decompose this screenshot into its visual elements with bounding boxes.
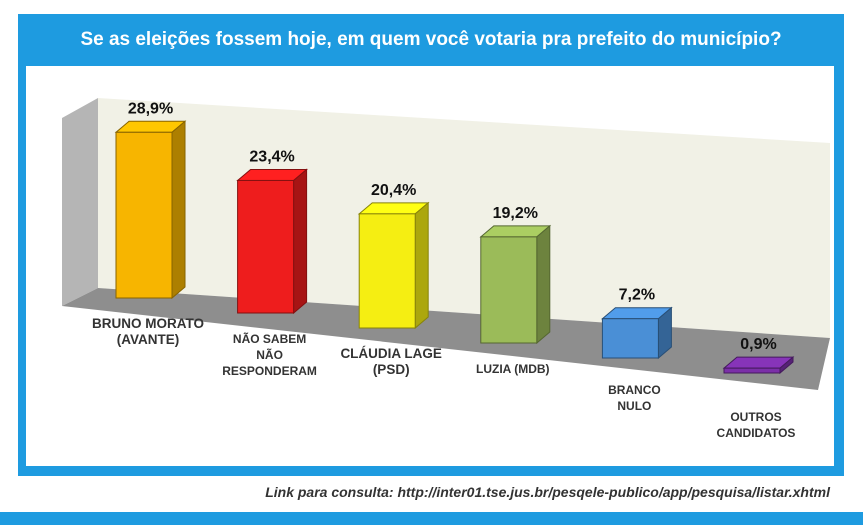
data-label: 20,4% — [371, 182, 416, 199]
bar — [601, 318, 659, 359]
bar-side-face — [536, 224, 551, 345]
bar-side-face — [293, 168, 308, 315]
category-label: NULO — [617, 399, 651, 413]
category-label: BRANCO — [608, 383, 661, 397]
category-label: RESPONDERAM — [222, 364, 317, 378]
category-label: OUTROS — [730, 410, 781, 424]
data-label: 7,2% — [619, 287, 655, 304]
category-label: BRUNO MORATO — [92, 316, 204, 331]
bar — [480, 236, 538, 344]
category-label: CLÁUDIA LAGE — [340, 346, 442, 361]
bar — [358, 213, 416, 329]
category-label: CANDIDATOS — [717, 426, 796, 440]
bar — [115, 131, 173, 299]
source-link[interactable]: Link para consulta: http://inter01.tse.j… — [265, 484, 830, 500]
data-label: 19,2% — [493, 205, 538, 222]
bar-chart: 28,9%BRUNO MORATO(AVANTE)23,4%NÃO SABEMN… — [62, 98, 830, 440]
bar — [237, 179, 295, 314]
bottom-strip — [0, 512, 863, 525]
chart-title: Se as eleições fossem hoje, em quem você… — [80, 29, 782, 50]
data-label: 0,9% — [740, 336, 776, 353]
title-bar: Se as eleições fossem hoje, em quem você… — [18, 14, 844, 66]
chart-left-wall — [62, 98, 98, 306]
category-label: LUZIA (MDB) — [476, 362, 550, 376]
bar-side-face — [171, 120, 186, 300]
data-label: 23,4% — [249, 148, 294, 165]
bar — [723, 367, 781, 374]
category-label: (PSD) — [373, 362, 410, 377]
category-label: NÃO SABEM — [233, 331, 306, 346]
bar-side-face — [414, 201, 429, 330]
category-label: NÃO — [256, 347, 283, 362]
category-label: (AVANTE) — [117, 332, 180, 347]
data-label: 28,9% — [128, 100, 173, 117]
